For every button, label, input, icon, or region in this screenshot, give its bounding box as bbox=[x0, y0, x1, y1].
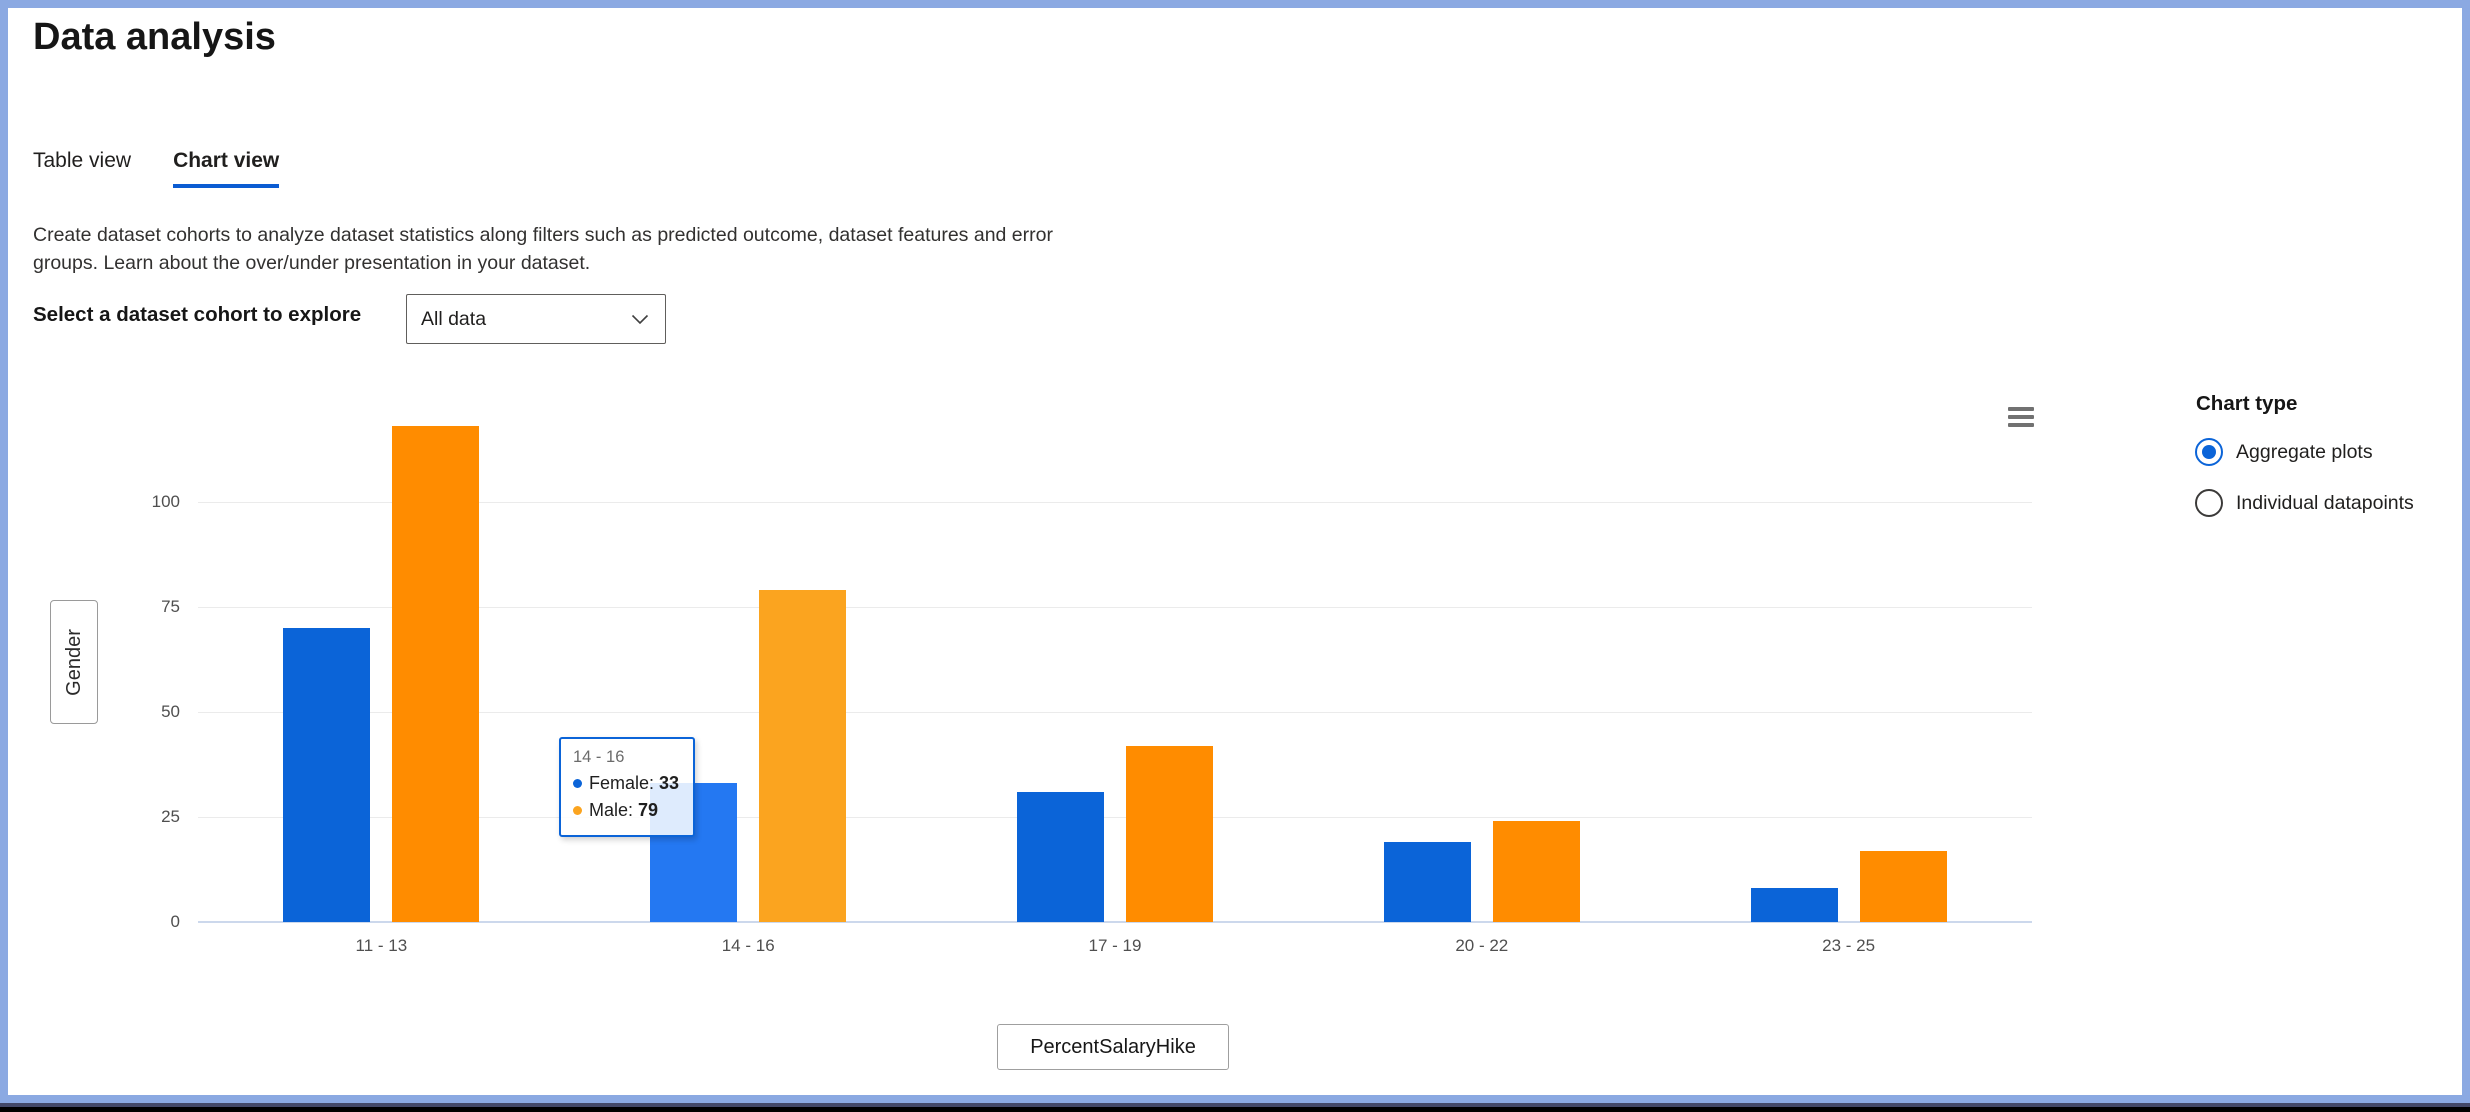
bar-chart: 0 25 50 75 100 11 - 13 14 - 16 17 - 19 20 - 22 2… bbox=[8, 8, 2462, 1095]
x-tick-label: 11 - 13 bbox=[355, 936, 408, 955]
x-tick-label: 20 - 22 bbox=[1455, 936, 1509, 955]
screen-bottom-edge bbox=[0, 1107, 2470, 1112]
tooltip-male-label: Male: bbox=[589, 800, 634, 820]
female-dot-icon bbox=[573, 779, 582, 788]
cohort-selector-label: Select a dataset cohort to explore bbox=[33, 303, 362, 326]
cohort-dropdown-value: All data bbox=[421, 307, 487, 330]
cohort-dropdown[interactable]: All data bbox=[406, 294, 666, 344]
radio-individual-datapoints[interactable]: Individual datapoints bbox=[2195, 489, 2414, 517]
bar-female-17-19[interactable] bbox=[1017, 791, 1104, 922]
radio-aggregate-plots-label: Aggregate plots bbox=[2236, 440, 2373, 463]
tab-bar: Table view Chart view bbox=[33, 149, 321, 188]
gridline bbox=[198, 817, 2032, 818]
gridline bbox=[198, 502, 2032, 503]
description: Create dataset cohorts to analyze datase… bbox=[33, 221, 1053, 277]
tooltip-female-value: 33 bbox=[659, 773, 680, 793]
x-tick-label: 14 - 16 bbox=[721, 936, 775, 955]
x-tick-label: 17 - 19 bbox=[1088, 936, 1142, 955]
tooltip-male-value: 79 bbox=[638, 800, 659, 820]
bar-female-11-13[interactable] bbox=[283, 628, 371, 922]
male-dot-icon bbox=[573, 806, 582, 815]
window-bottom-edge bbox=[0, 1103, 2470, 1107]
tooltip-female-label: Female: bbox=[589, 773, 655, 793]
x-axis-line bbox=[198, 921, 2032, 923]
tooltip-row-male: Male: 79 bbox=[573, 797, 679, 824]
radio-aggregate-plots[interactable]: Aggregate plots bbox=[2195, 438, 2373, 466]
hamburger-menu-icon[interactable] bbox=[2008, 407, 2034, 431]
chart-tooltip: 14 - 16 Female: 33 Male: 79 bbox=[559, 737, 696, 837]
bar-male-20-22[interactable] bbox=[1492, 821, 1580, 922]
bar-male-14-16[interactable] bbox=[759, 590, 847, 922]
y-axis-label: Gender bbox=[62, 628, 85, 696]
gridline bbox=[198, 607, 2032, 608]
x-tick-label: 23 - 25 bbox=[1822, 936, 1876, 955]
gridline bbox=[198, 712, 2032, 713]
y-tick-label: 0 bbox=[170, 912, 180, 931]
radio-individual-datapoints-label: Individual datapoints bbox=[2236, 491, 2414, 514]
bar-male-11-13[interactable] bbox=[392, 426, 480, 922]
x-axis-label: PercentSalaryHike bbox=[1030, 1035, 1196, 1058]
tab-chart-view[interactable]: Chart view bbox=[173, 149, 280, 188]
y-tick-label: 75 bbox=[161, 597, 180, 616]
x-axis-label-button[interactable]: PercentSalaryHike bbox=[997, 1024, 1229, 1070]
y-tick-label: 25 bbox=[161, 807, 180, 826]
tooltip-row-female: Female: 33 bbox=[573, 770, 679, 797]
description-line-2: groups. Learn about the over/under prese… bbox=[33, 252, 591, 274]
bar-male-17-19[interactable] bbox=[1126, 745, 1213, 922]
description-line-1: Create dataset cohorts to analyze datase… bbox=[33, 224, 1053, 246]
y-tick-label: 50 bbox=[161, 702, 180, 721]
bar-female-20-22[interactable] bbox=[1383, 842, 1471, 922]
page-title: Data analysis bbox=[33, 16, 276, 58]
y-tick-label: 100 bbox=[151, 492, 180, 511]
chart-type-label: Chart type bbox=[2196, 392, 2298, 415]
y-axis-label-button[interactable]: Gender bbox=[50, 600, 98, 724]
radio-selected-icon bbox=[2195, 438, 2223, 466]
bar-female-23-25[interactable] bbox=[1750, 888, 1838, 922]
chevron-down-icon bbox=[631, 314, 649, 324]
radio-unselected-icon bbox=[2195, 489, 2223, 517]
bar-male-23-25[interactable] bbox=[1859, 850, 1947, 922]
tab-table-view[interactable]: Table view bbox=[33, 149, 132, 172]
tooltip-title: 14 - 16 bbox=[573, 748, 625, 766]
